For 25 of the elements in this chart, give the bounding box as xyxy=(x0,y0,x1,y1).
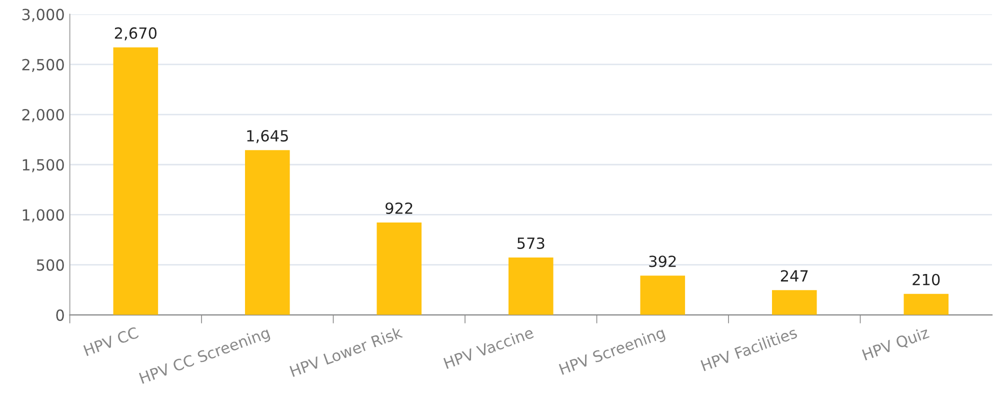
bar xyxy=(113,47,158,315)
data-label: 1,645 xyxy=(247,130,288,144)
y-tick-label: 1,500 xyxy=(22,159,64,172)
y-tick-label: 500 xyxy=(36,259,64,271)
data-label: 392 xyxy=(649,256,676,268)
bar xyxy=(245,150,290,315)
data-label: 573 xyxy=(518,237,544,249)
x-tick-label: HPV CC xyxy=(83,326,139,356)
data-label: 247 xyxy=(780,270,808,282)
data-label: 2,670 xyxy=(114,27,157,40)
y-tick-label: 2,000 xyxy=(22,108,64,122)
y-tick-label: 1,000 xyxy=(22,209,64,222)
y-tick-label: 0 xyxy=(56,309,64,321)
x-tick-label: HPV Lower Risk xyxy=(289,326,404,378)
x-tick-label: HPV Quiz xyxy=(862,326,930,362)
bar xyxy=(904,294,949,315)
bar xyxy=(772,290,817,315)
y-tick-label: 2,500 xyxy=(22,58,64,72)
bar xyxy=(508,258,554,315)
y-tick-label: 3,000 xyxy=(22,8,64,22)
data-label: 210 xyxy=(912,274,940,286)
data-label: 922 xyxy=(386,202,412,214)
bar xyxy=(640,276,686,315)
x-tick-label: HPV Vaccine xyxy=(443,326,534,370)
bar xyxy=(376,222,422,315)
